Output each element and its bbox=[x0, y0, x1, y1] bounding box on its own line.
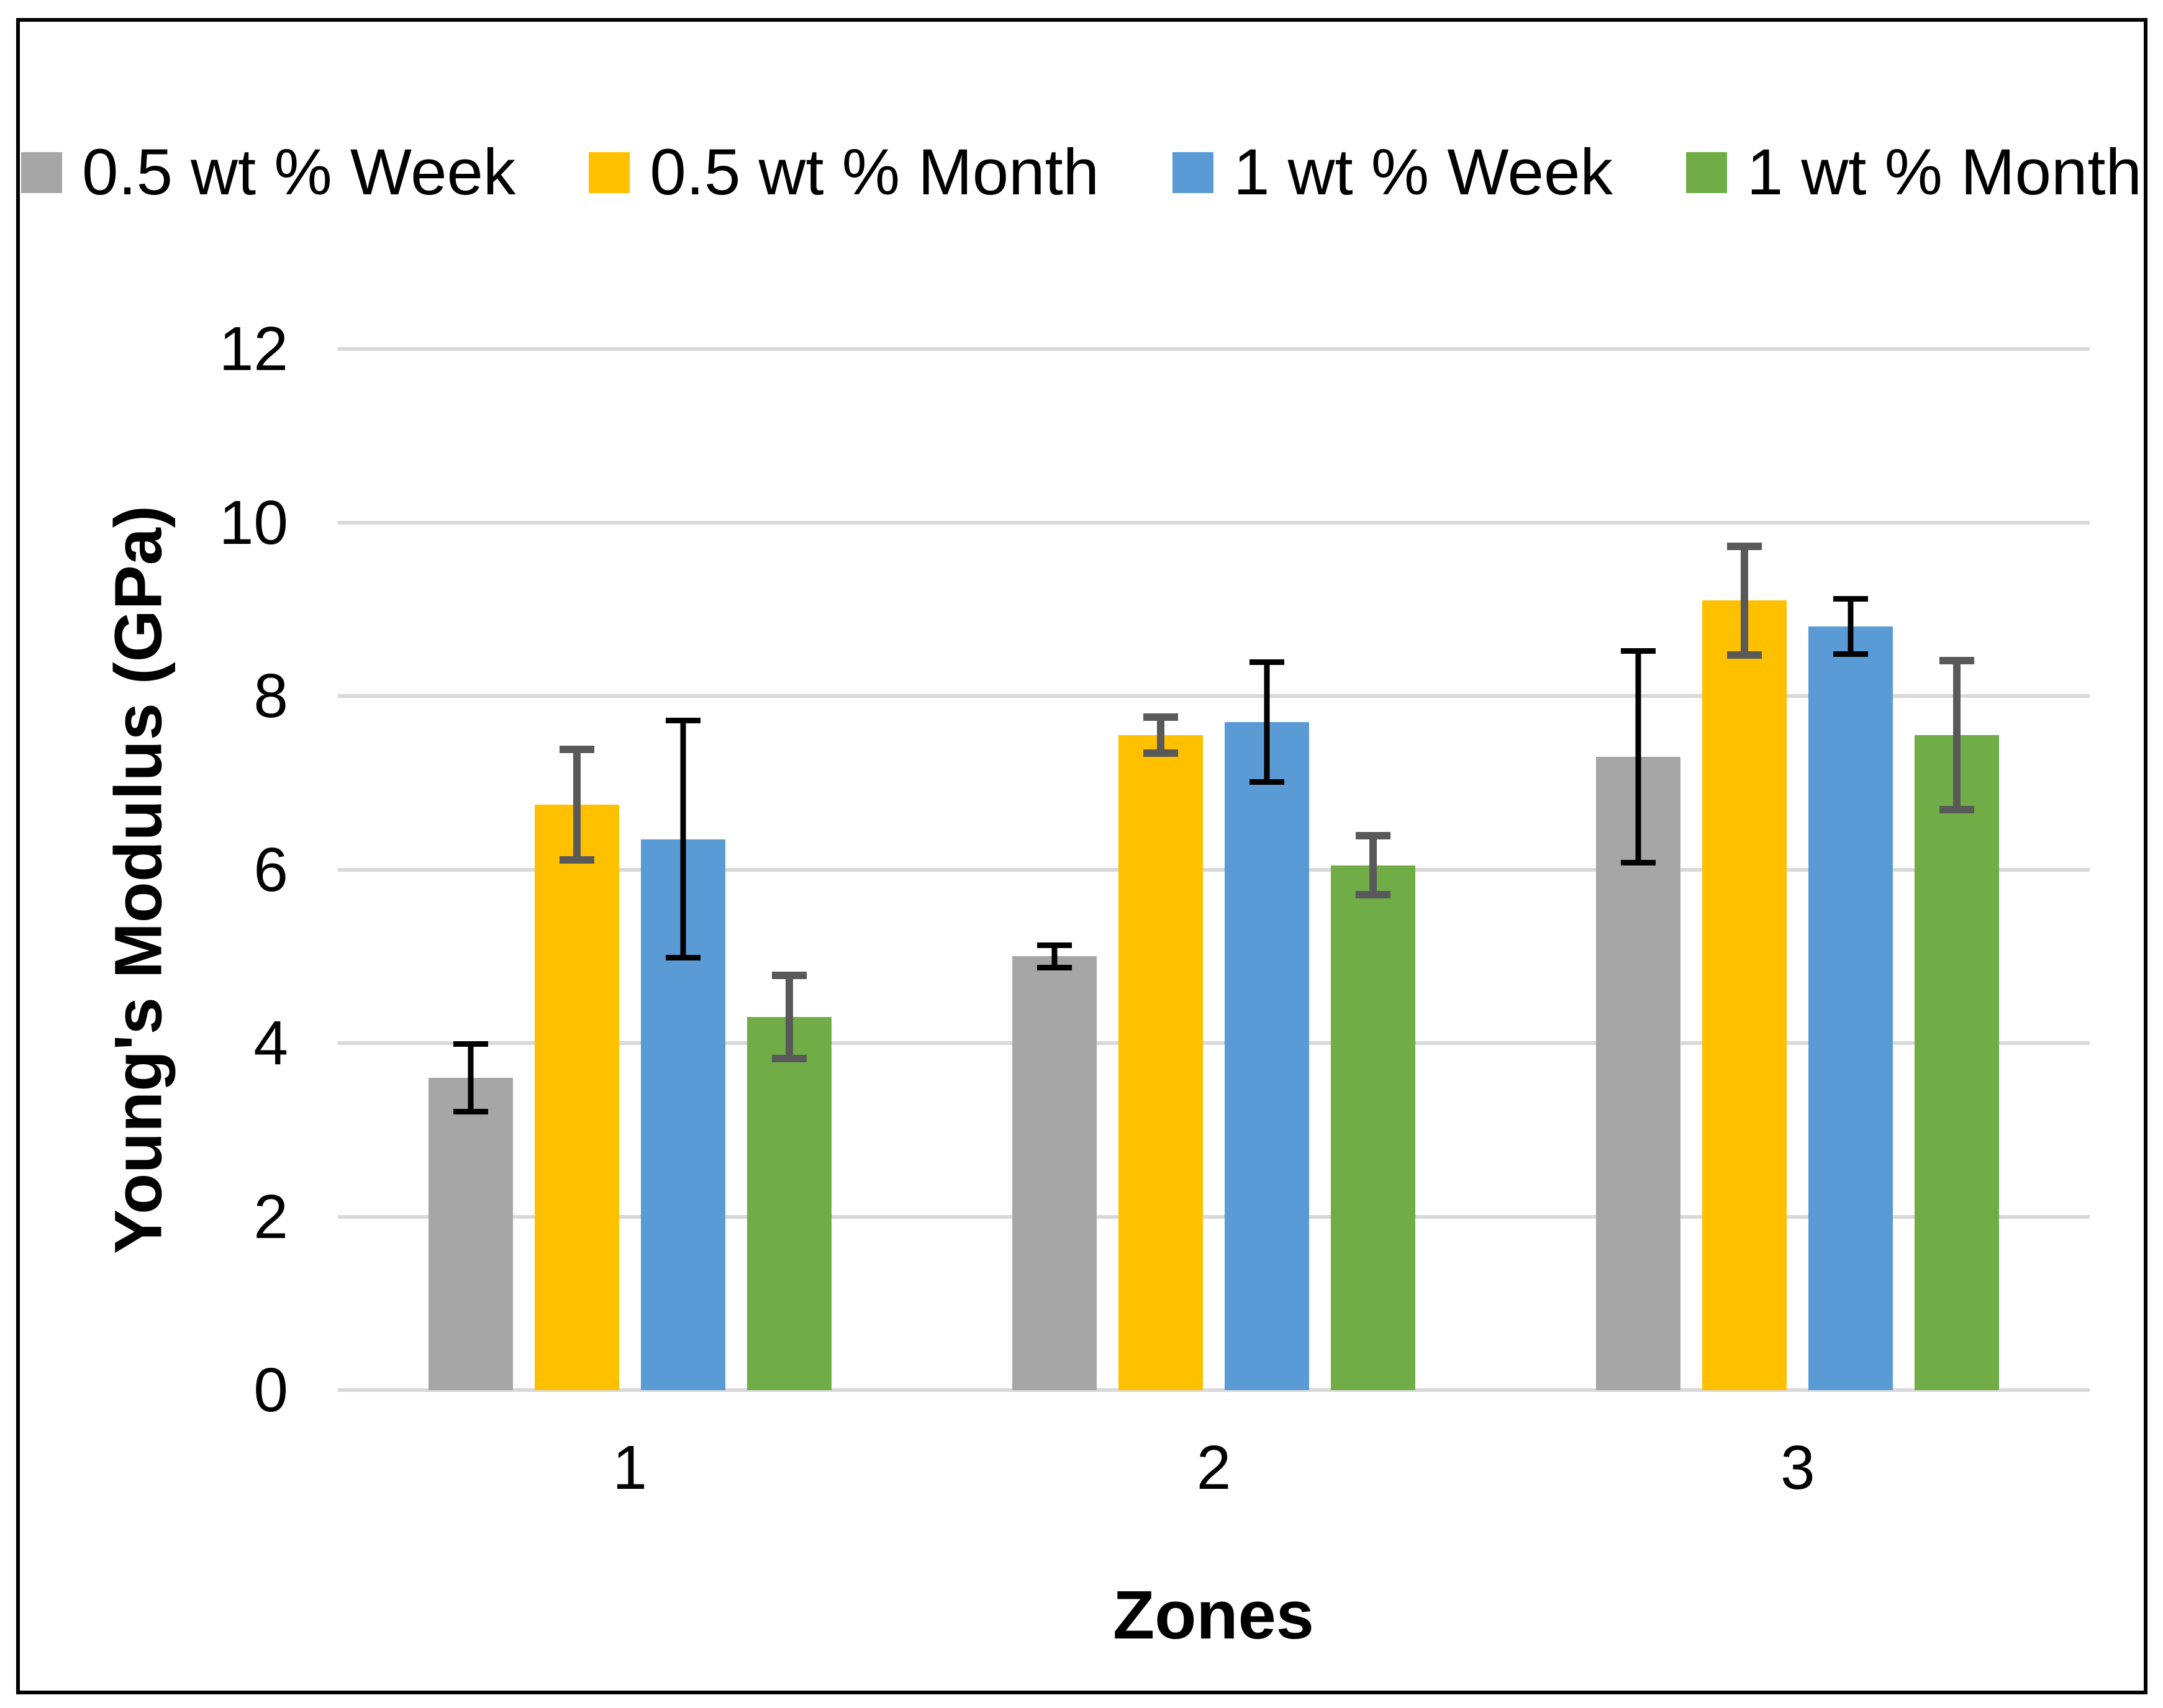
bar-zone1-series2 bbox=[534, 804, 619, 1390]
error-bar-cap bbox=[453, 1041, 488, 1047]
x-tick-label-1: 1 bbox=[612, 1433, 647, 1502]
error-bar-zone3-series4 bbox=[1953, 657, 1961, 813]
error-bar-cap bbox=[1621, 859, 1656, 865]
error-bar-cap bbox=[559, 745, 594, 753]
error-bar-zone3-series3 bbox=[1848, 596, 1854, 657]
legend-item-2: 0.5 wt % Month bbox=[589, 135, 1099, 210]
error-bar-cap bbox=[559, 856, 594, 864]
legend-label: 0.5 wt % Month bbox=[650, 136, 1100, 209]
bar-zone2-series1 bbox=[1012, 956, 1097, 1390]
bar-zone2-series3 bbox=[1225, 721, 1309, 1390]
error-bar-zone2-series2 bbox=[1157, 713, 1164, 757]
y-tick-label-4: 4 bbox=[253, 1008, 288, 1078]
error-bar-cap bbox=[1727, 542, 1762, 550]
error-bar-cap bbox=[1833, 651, 1869, 657]
gridline-8 bbox=[338, 694, 2090, 698]
gridline-0 bbox=[338, 1388, 2090, 1392]
bar-zone3-series3 bbox=[1808, 626, 1893, 1390]
legend-label: 1 wt % Month bbox=[1746, 136, 2142, 209]
legend-label: 0.5 wt % Week bbox=[82, 136, 516, 209]
error-bar-cap bbox=[1939, 657, 1975, 665]
error-bar-cap bbox=[1939, 805, 1975, 813]
bar-zone1-series4 bbox=[746, 1017, 832, 1390]
error-bar-cap bbox=[453, 1108, 488, 1114]
legend-item-1: 0.5 wt % Week bbox=[21, 135, 515, 210]
y-tick-label-2: 2 bbox=[253, 1182, 288, 1252]
y-tick-label-0: 0 bbox=[253, 1355, 288, 1425]
plot-area bbox=[338, 347, 2090, 1392]
error-bar-zone2-series1 bbox=[1051, 942, 1058, 970]
bar-zone2-series2 bbox=[1118, 734, 1203, 1390]
error-bar-cap bbox=[1143, 749, 1178, 757]
gridline-4 bbox=[338, 1041, 2090, 1045]
error-bar-cap bbox=[1356, 832, 1390, 840]
y-tick-label-10: 10 bbox=[219, 487, 288, 558]
bar-zone3-series2 bbox=[1702, 600, 1787, 1390]
gridline-10 bbox=[338, 520, 2090, 525]
legend-swatch-icon bbox=[1172, 152, 1214, 193]
legend: 0.5 wt % Week 0.5 wt % Month 1 wt % Week 1 … bbox=[0, 135, 2163, 210]
error-bar-cap bbox=[1727, 651, 1762, 659]
error-bar-cap bbox=[1833, 596, 1869, 602]
y-tick-label-8: 8 bbox=[253, 661, 288, 731]
error-bar-cap bbox=[665, 717, 701, 723]
error-bar-cap bbox=[1037, 964, 1072, 970]
x-tick-label-2: 2 bbox=[1196, 1433, 1231, 1502]
bar-zone3-series4 bbox=[1915, 734, 2000, 1390]
chart-frame bbox=[16, 18, 2147, 1694]
bar-zone1-series1 bbox=[428, 1077, 513, 1390]
error-bar-cap bbox=[1249, 779, 1284, 785]
error-bar-zone2-series4 bbox=[1369, 832, 1377, 898]
legend-item-3: 1 wt % Week bbox=[1172, 135, 1613, 210]
error-bar-zone3-series2 bbox=[1741, 542, 1749, 659]
error-bar-cap bbox=[665, 955, 701, 961]
error-bar-zone3-series1 bbox=[1635, 648, 1641, 865]
error-bar-zone2-series3 bbox=[1264, 659, 1270, 785]
y-tick-label-6: 6 bbox=[253, 834, 288, 905]
x-tick-label-3: 3 bbox=[1780, 1433, 1815, 1502]
error-bar-cap bbox=[771, 972, 807, 980]
legend-swatch-icon bbox=[21, 152, 63, 193]
gridline-2 bbox=[338, 1214, 2090, 1219]
error-bar-zone1-series3 bbox=[680, 717, 686, 961]
bar-zone2-series4 bbox=[1331, 865, 1415, 1390]
error-bar-zone1-series4 bbox=[785, 972, 793, 1062]
y-tick-label-12: 12 bbox=[219, 314, 288, 384]
x-axis-title: Zones bbox=[1113, 1577, 1314, 1653]
gridline-12 bbox=[338, 347, 2090, 351]
legend-swatch-icon bbox=[1685, 152, 1727, 193]
error-bar-cap bbox=[1249, 659, 1284, 666]
gridline-6 bbox=[338, 867, 2090, 872]
error-bar-zone1-series1 bbox=[468, 1041, 474, 1114]
legend-swatch-icon bbox=[589, 152, 630, 193]
error-bar-zone1-series2 bbox=[573, 745, 581, 864]
error-bar-cap bbox=[771, 1054, 807, 1062]
error-bar-cap bbox=[1143, 713, 1178, 721]
error-bar-cap bbox=[1621, 648, 1656, 654]
error-bar-cap bbox=[1356, 890, 1390, 898]
legend-item-4: 1 wt % Month bbox=[1685, 135, 2142, 210]
legend-label: 1 wt % Week bbox=[1233, 136, 1613, 209]
error-bar-cap bbox=[1037, 942, 1072, 948]
